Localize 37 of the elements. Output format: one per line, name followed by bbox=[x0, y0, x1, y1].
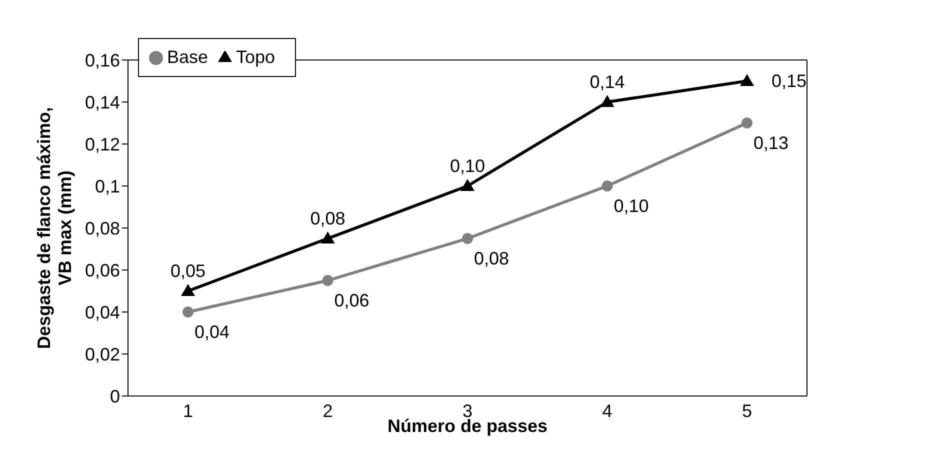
point bbox=[182, 306, 194, 318]
x-tick-label: 2 bbox=[322, 400, 333, 421]
y-tick-label: 0 bbox=[110, 386, 120, 406]
data-label: 0,15 bbox=[771, 71, 807, 91]
point bbox=[181, 284, 195, 296]
data-label: 0,10 bbox=[614, 196, 649, 216]
data-label: 0,08 bbox=[474, 248, 510, 268]
point bbox=[600, 95, 614, 107]
data-label: 0,08 bbox=[310, 208, 346, 228]
y-axis-title: Desgaste de flanco máximo, VB max (mm) bbox=[34, 106, 75, 350]
point bbox=[322, 275, 334, 286]
y-tick-label: 0,1 bbox=[94, 176, 120, 196]
data-label: 0,10 bbox=[450, 156, 486, 176]
y-tick-label: 0,04 bbox=[84, 302, 120, 322]
x-tick-label: 1 bbox=[182, 400, 194, 421]
data-label: 0,14 bbox=[590, 72, 625, 92]
data-label: 0,05 bbox=[170, 261, 206, 281]
y-tick-label: 0,14 bbox=[84, 92, 120, 112]
y-tick-label: 0,02 bbox=[84, 344, 120, 364]
point bbox=[320, 232, 335, 244]
data-label: 0,13 bbox=[753, 133, 789, 153]
point bbox=[602, 180, 613, 192]
legend-label: Base bbox=[167, 47, 208, 67]
y-tick-label: 0,12 bbox=[84, 134, 120, 154]
y-tick-label: 0,08 bbox=[84, 218, 120, 238]
y-tick-label: 0,06 bbox=[84, 260, 120, 280]
y-tick-label: 0,16 bbox=[84, 50, 120, 70]
point bbox=[742, 118, 752, 128]
x-tick-label: 5 bbox=[742, 400, 752, 421]
data-label: 0,06 bbox=[334, 290, 370, 310]
point bbox=[462, 233, 473, 244]
data-label: 0,04 bbox=[194, 322, 230, 342]
x-axis-title: Número de passes bbox=[387, 416, 548, 436]
legend-label: Topo bbox=[236, 47, 276, 67]
point bbox=[740, 74, 754, 86]
x-tick-label: 4 bbox=[602, 400, 612, 421]
point bbox=[460, 179, 474, 191]
